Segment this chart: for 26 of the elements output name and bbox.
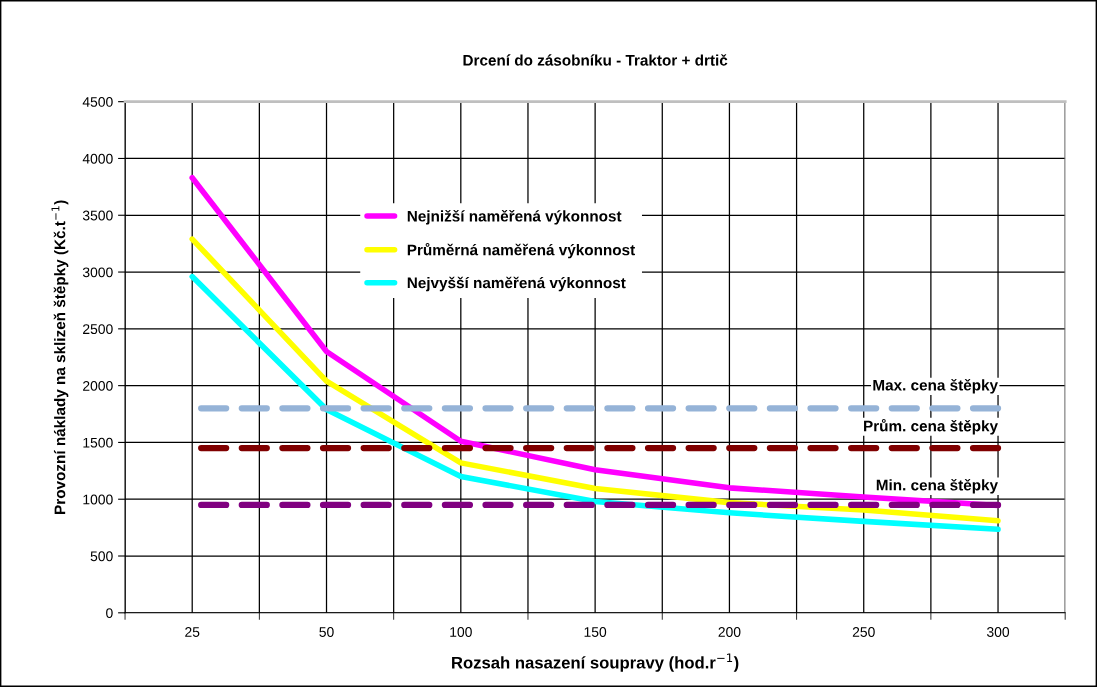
x-axis-title: Rozsah nasazení soupravy (hod.r$^{−1}$) xyxy=(452,653,739,672)
y-tick-label: 1500 xyxy=(83,437,113,448)
series-label: Max. cena štěpky xyxy=(873,379,998,394)
y-tick-label: 3000 xyxy=(82,267,113,278)
x-tick-label: 50 xyxy=(319,627,334,637)
y-tick-label: 4000 xyxy=(82,153,113,164)
y-axis-title: Provozní náklady na sklizeň štěpky (Kč.t$^{−1}$) xyxy=(51,200,69,514)
y-tick-label: 1000 xyxy=(83,494,113,505)
series-label: Prům. cena štěpky xyxy=(864,419,998,435)
y-tick-label: 2000 xyxy=(83,380,113,391)
x-tick-label: 200 xyxy=(718,627,741,637)
y-tick-label: 2500 xyxy=(83,324,113,335)
x-tick-label: 100 xyxy=(450,627,472,637)
chart-title: Drcení do zásobníku - Traktor + drtič xyxy=(463,54,728,66)
y-tick-label: 4500 xyxy=(82,97,113,107)
x-tick-label: 250 xyxy=(852,627,875,637)
legend-label: Průměrná naměřená výkonnost xyxy=(407,242,635,259)
y-tick-label: 500 xyxy=(90,551,113,562)
x-tick-label: 150 xyxy=(584,627,607,637)
y-tick-label: 3500 xyxy=(82,210,113,221)
series-label: Min. cena štěpky xyxy=(876,478,998,494)
x-tick-label: 300 xyxy=(986,627,1010,637)
legend-label: Nejvyšší naměřená výkonnost xyxy=(407,276,626,292)
y-tick-label: 0 xyxy=(106,608,113,618)
legend-label: Nejnižší naměřená výkonnost xyxy=(407,210,622,225)
x-tick-label: 25 xyxy=(185,627,200,637)
